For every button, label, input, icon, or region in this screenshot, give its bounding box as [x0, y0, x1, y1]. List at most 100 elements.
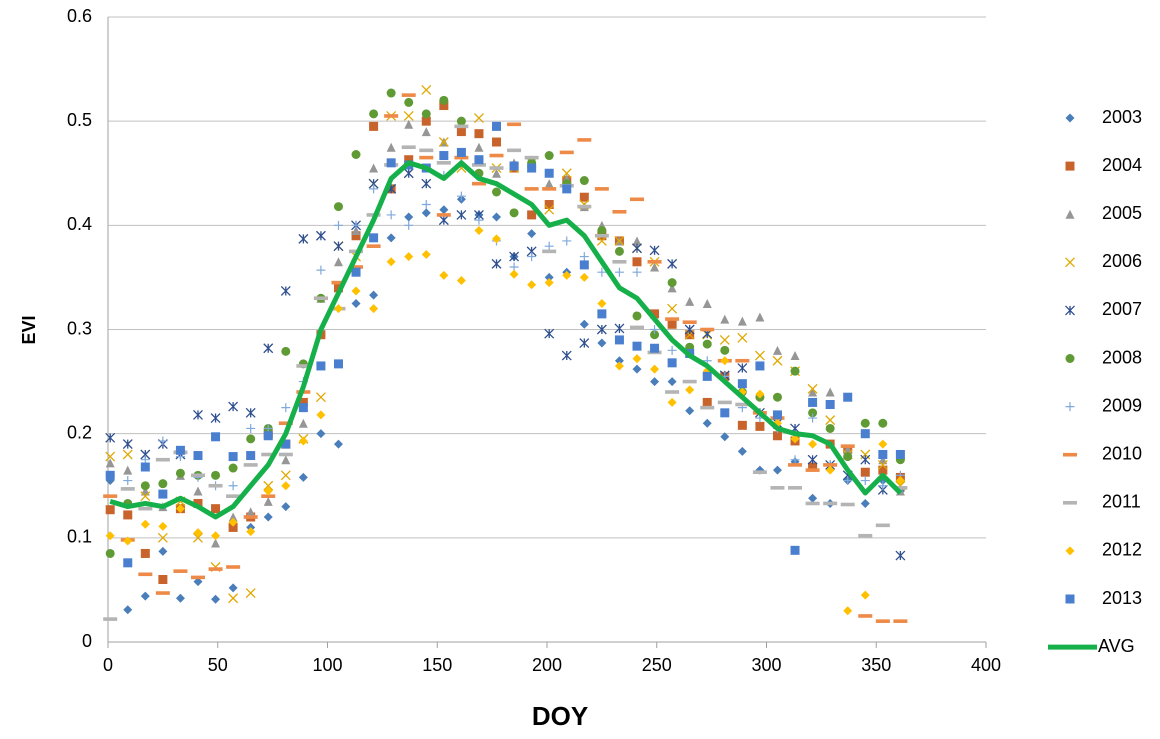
data-point — [316, 410, 326, 420]
data-point — [211, 504, 221, 514]
data-point — [667, 345, 677, 355]
data-point — [594, 187, 609, 191]
data-point — [246, 507, 256, 517]
data-point — [211, 531, 221, 541]
data-point — [559, 150, 574, 155]
data-point — [331, 280, 346, 285]
data-point — [579, 260, 589, 270]
data-point — [140, 462, 150, 472]
data-point — [190, 473, 205, 478]
data-point — [333, 202, 343, 212]
data-point — [316, 361, 326, 371]
data-point — [579, 252, 589, 262]
data-point — [895, 476, 905, 486]
data-point — [700, 405, 715, 410]
data-point — [772, 410, 782, 420]
data-point — [579, 272, 589, 282]
data-point — [369, 184, 379, 194]
data-point — [544, 151, 554, 161]
data-point — [228, 593, 239, 604]
data-point — [579, 319, 589, 329]
data-point — [421, 84, 432, 95]
data-point — [685, 385, 695, 395]
data-point — [401, 145, 416, 150]
data-point — [403, 110, 414, 121]
data-point — [158, 546, 168, 556]
data-point — [735, 402, 750, 407]
data-point — [492, 168, 502, 178]
data-point — [456, 276, 466, 286]
data-point — [404, 252, 414, 262]
data-point — [737, 363, 748, 374]
data-point — [190, 575, 205, 580]
data-point — [123, 510, 133, 520]
data-point — [507, 148, 522, 153]
legend-swatch — [1065, 546, 1075, 556]
data-point — [386, 257, 396, 267]
data-point — [281, 481, 291, 491]
x-tick-label: 100 — [312, 655, 342, 675]
data-point — [843, 392, 853, 402]
data-point — [509, 161, 519, 171]
data-point — [454, 124, 469, 129]
data-point — [597, 338, 607, 348]
legend-swatch — [1065, 402, 1075, 412]
data-point — [562, 236, 572, 246]
data-point — [544, 328, 555, 339]
data-point — [489, 153, 504, 158]
data-point — [351, 220, 361, 230]
data-point — [893, 619, 908, 623]
data-point — [667, 397, 677, 407]
x-tick-label: 200 — [532, 655, 562, 675]
data-point — [840, 444, 855, 448]
data-point — [682, 320, 697, 325]
data-point — [439, 95, 449, 105]
data-point — [281, 455, 291, 465]
data-point — [369, 121, 379, 131]
data-point — [632, 311, 642, 321]
data-point — [492, 234, 502, 244]
data-point — [228, 463, 238, 473]
data-point — [492, 187, 502, 197]
data-point — [369, 109, 379, 119]
x-tick-label: 250 — [642, 655, 672, 675]
y-tick-label: 0.1 — [67, 527, 92, 547]
data-point — [386, 158, 396, 168]
data-point — [193, 451, 203, 461]
data-point — [193, 577, 203, 587]
data-point — [456, 209, 467, 220]
data-point — [632, 243, 642, 254]
data-point — [667, 283, 677, 293]
data-point — [685, 296, 695, 306]
data-point — [527, 229, 537, 239]
data-point — [702, 298, 712, 308]
data-point — [175, 504, 185, 514]
data-point — [808, 397, 818, 407]
data-point — [246, 423, 256, 433]
data-point — [421, 178, 432, 189]
data-point — [509, 251, 520, 262]
data-point — [280, 285, 291, 296]
data-point — [808, 462, 818, 472]
data-point — [456, 127, 466, 137]
legend-label: 2005 — [1102, 203, 1142, 223]
data-point — [808, 387, 818, 397]
avg-line — [109, 160, 903, 520]
data-point — [369, 304, 379, 314]
legend-swatch — [1063, 501, 1077, 505]
legend-label: 2009 — [1102, 395, 1142, 415]
data-point — [123, 465, 133, 475]
data-point — [720, 408, 730, 418]
data-point — [245, 407, 256, 418]
data-point — [772, 431, 782, 441]
data-point — [140, 548, 150, 558]
data-point — [456, 116, 466, 126]
data-point — [281, 439, 291, 449]
data-point — [667, 303, 678, 314]
data-point — [860, 418, 870, 428]
legend-swatch — [1063, 452, 1077, 457]
data-point — [860, 454, 871, 465]
data-point — [596, 324, 607, 335]
data-point — [351, 231, 361, 241]
data-point — [208, 483, 223, 488]
